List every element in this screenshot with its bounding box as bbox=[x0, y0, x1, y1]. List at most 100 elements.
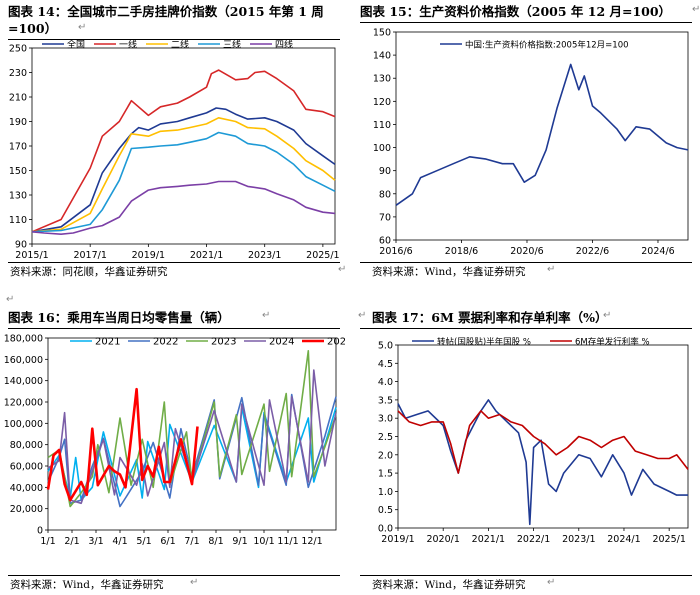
x-tick-label: 2023/1 bbox=[248, 250, 281, 261]
y-tick-label: 90 bbox=[379, 166, 391, 177]
x-tick-label: 2024/6 bbox=[641, 246, 674, 257]
series-line-全国 bbox=[31, 107, 336, 233]
y-tick-label: 5.0 bbox=[378, 341, 393, 352]
legend-label: 2022 bbox=[153, 337, 178, 348]
y-tick-label: 60,000 bbox=[10, 462, 43, 473]
source-rule bbox=[8, 262, 340, 263]
x-tick-label: 9/1 bbox=[232, 536, 247, 547]
y-tick-label: 80,000 bbox=[10, 440, 43, 451]
source-rule bbox=[360, 262, 692, 263]
y-tick-label: 2.0 bbox=[378, 450, 393, 461]
x-tick-label: 1/1 bbox=[40, 536, 55, 547]
legend-label: 全国 bbox=[67, 40, 85, 51]
series-line-中国:生产资料价格指数:2005年12月=100 bbox=[395, 63, 689, 206]
x-tick-label: 2016/6 bbox=[379, 246, 412, 257]
source-rule bbox=[360, 575, 692, 576]
x-tick-label: 2015/1 bbox=[15, 250, 48, 261]
y-tick-label: 20,000 bbox=[10, 504, 43, 515]
y-tick-label: 1.0 bbox=[378, 487, 393, 498]
series-line-二线 bbox=[31, 117, 336, 233]
legend-label: 转帖(国股贴)半年国股 % bbox=[437, 337, 531, 348]
y-tick-label: 0.0 bbox=[378, 524, 393, 535]
y-tick-label: 4.0 bbox=[378, 377, 393, 388]
y-tick-label: 180,000 bbox=[4, 334, 43, 345]
y-tick-label: 4.5 bbox=[378, 359, 393, 370]
x-tick-label: 7/1 bbox=[184, 536, 199, 547]
return-mark: ↵ bbox=[547, 577, 556, 588]
chart-16: 0 20,000 40,000 60,000 80,000 100,000 120,000 1… bbox=[4, 334, 345, 548]
y-tick-label: 60 bbox=[379, 236, 391, 247]
title-rule bbox=[8, 328, 340, 329]
panel-16-source: 资料来源：Wind，华鑫证券研究 bbox=[10, 579, 164, 591]
legend-label: 二线 bbox=[171, 40, 189, 51]
series-line-2025 bbox=[46, 387, 199, 502]
legend-label: 2021 bbox=[95, 337, 120, 348]
legend-label: 三线 bbox=[223, 40, 241, 51]
legend-label: 6M存单发行利率 % bbox=[575, 337, 650, 348]
x-tick-label: 12/1 bbox=[301, 536, 322, 547]
x-tick-label: 2/1 bbox=[64, 536, 79, 547]
x-tick-label: 2019/1 bbox=[381, 534, 414, 545]
y-tick-label: 90 bbox=[15, 240, 27, 251]
title-rule bbox=[360, 328, 692, 329]
y-tick-label: 250 bbox=[9, 44, 27, 55]
y-tick-label: 0 bbox=[37, 526, 43, 537]
source-rule bbox=[8, 575, 340, 576]
plot-frame bbox=[397, 344, 689, 529]
x-tick-label: 2020/1 bbox=[426, 534, 459, 545]
series-line-四线 bbox=[31, 180, 336, 235]
y-tick-label: 170 bbox=[9, 142, 27, 153]
title-rule bbox=[8, 39, 340, 40]
y-tick-label: 150 bbox=[373, 28, 391, 39]
x-tick-label: 10/1 bbox=[253, 536, 274, 547]
x-tick-label: 5/1 bbox=[136, 536, 151, 547]
y-tick-label: 40,000 bbox=[10, 483, 43, 494]
return-mark: ↵ bbox=[358, 310, 367, 321]
panel-17-source: 资料来源：Wind，华鑫证券研究 bbox=[372, 579, 526, 591]
y-tick-label: 160,000 bbox=[4, 355, 43, 366]
y-tick-label: 110 bbox=[9, 215, 27, 226]
x-tick-label: 3/1 bbox=[88, 536, 103, 547]
series-line-一线 bbox=[31, 69, 336, 233]
title-rule bbox=[360, 22, 692, 23]
x-tick-label: 2022/6 bbox=[576, 246, 609, 257]
y-tick-label: 3.0 bbox=[378, 414, 393, 425]
series-line-三线 bbox=[31, 131, 336, 233]
return-mark: ↵ bbox=[547, 264, 556, 275]
series-line-转帖(国股贴)半年国股 % bbox=[397, 399, 688, 526]
y-tick-label: 130 bbox=[9, 191, 27, 202]
return-mark: ↵ bbox=[190, 577, 199, 588]
return-mark: ↵ bbox=[603, 310, 612, 321]
panel-16-title: 图表 16：乘用车当周日均零售量（辆） bbox=[8, 310, 230, 325]
y-tick-label: 100 bbox=[373, 143, 391, 154]
panel-15-title: 图表 15：生产资料价格指数（2005 年 12 月=100） bbox=[360, 4, 672, 19]
panel-14-title-line2: =100） bbox=[8, 21, 58, 36]
y-tick-label: 120 bbox=[373, 97, 391, 108]
y-tick-label: 2.5 bbox=[378, 432, 393, 443]
x-tick-label: 2021/1 bbox=[190, 250, 223, 261]
y-tick-label: 230 bbox=[9, 68, 27, 79]
chart-15: 60 70 80 90 100 110 120 130 140 150 2016/6 2018/6 20… bbox=[373, 28, 689, 257]
x-tick-label: 2025/1 bbox=[652, 534, 685, 545]
y-tick-label: 210 bbox=[9, 93, 27, 104]
y-tick-label: 150 bbox=[9, 166, 27, 177]
legend-label: 中国:生产资料价格指数:2005年12月=100 bbox=[465, 40, 629, 51]
y-tick-label: 190 bbox=[9, 117, 27, 128]
return-mark: ↵ bbox=[338, 264, 347, 275]
x-tick-label: 6/1 bbox=[160, 536, 175, 547]
x-tick-label: 4/1 bbox=[112, 536, 127, 547]
return-mark: ↵ bbox=[692, 4, 700, 15]
plot-frame bbox=[395, 31, 689, 241]
x-tick-label: 2018/6 bbox=[445, 246, 478, 257]
x-tick-label: 8/1 bbox=[208, 536, 223, 547]
y-tick-label: 1.5 bbox=[378, 469, 393, 480]
x-tick-label: 2020/6 bbox=[510, 246, 543, 257]
y-tick-label: 80 bbox=[379, 189, 391, 200]
legend-label: 四线 bbox=[275, 40, 293, 51]
panel-14-title: 图表 14：全国城市二手房挂牌价指数（2015 年第 1 周 bbox=[8, 4, 324, 19]
y-tick-label: 140,000 bbox=[4, 376, 43, 387]
y-tick-label: 110 bbox=[373, 120, 391, 131]
return-mark: ↵ bbox=[262, 310, 271, 321]
chart-14: 90 110 130 150 170 190 210 230 250 2015/1 2017/1 20… bbox=[9, 40, 340, 261]
x-tick-label: 2017/1 bbox=[73, 250, 106, 261]
